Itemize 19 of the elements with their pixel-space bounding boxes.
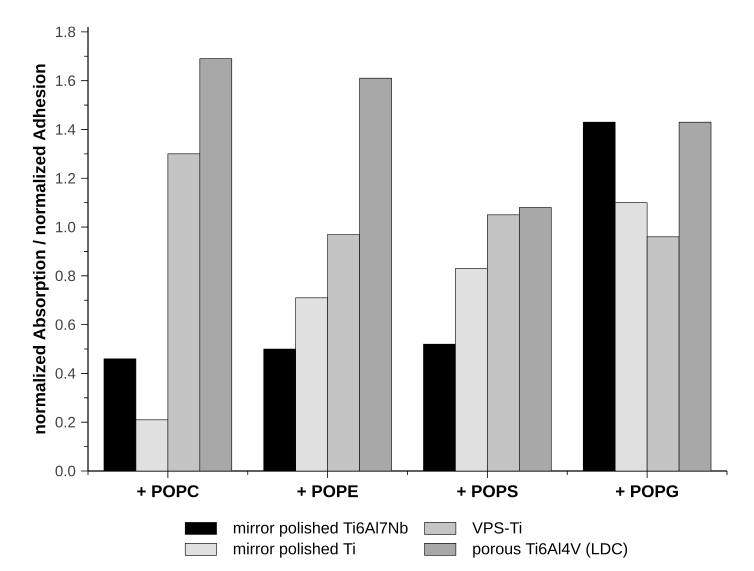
y-tick-label: 0.6	[56, 319, 76, 330]
legend-label: VPS-Ti	[472, 522, 522, 534]
legend-label: mirror polished Ti	[234, 542, 355, 558]
y-axis-title: normalized Absorption / normalized Adhesion	[32, 64, 49, 434]
legend-label: mirror polished Ti6Al7Nb	[234, 522, 408, 537]
y-tick-label: 0.4	[56, 368, 76, 379]
y-tick-label: 0.2	[56, 416, 76, 428]
y-tick-label: 1.6	[56, 75, 76, 86]
y-tick-label: 0.0	[56, 466, 76, 476]
x-tick-label: + POPG	[616, 485, 678, 498]
y-tick-label: 1.4	[56, 124, 76, 135]
y-tick-label: 1.8	[56, 26, 76, 38]
y-tick-label: 1.2	[56, 173, 76, 184]
x-tick-label: + POPE	[297, 485, 358, 498]
y-tick-label: 0.8	[56, 270, 76, 282]
legend-label: porous Ti6Al4V (LDC)	[473, 542, 628, 558]
x-tick-label: + POPS	[457, 485, 518, 498]
x-tick-label: + POPC	[137, 485, 199, 498]
y-tick-label: 1.0	[56, 222, 76, 232]
